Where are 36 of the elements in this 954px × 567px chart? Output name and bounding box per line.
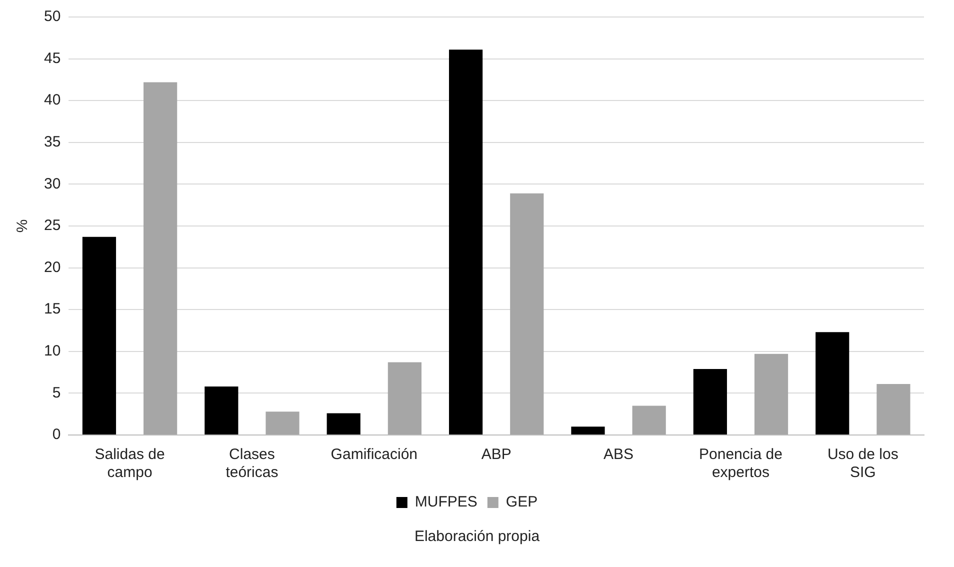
bar (82, 236, 116, 434)
x-tick-label: Clases teóricas (226, 446, 278, 482)
y-tick-label: 15 (44, 300, 61, 318)
y-tick-label: 45 (44, 50, 61, 67)
y-tick-label: 50 (44, 8, 61, 26)
y-tick-label: 35 (44, 134, 61, 151)
bar (448, 50, 483, 434)
x-tick-label: Uso de los SIG (827, 446, 898, 482)
y-tick-label: 25 (44, 217, 61, 234)
bar (510, 193, 544, 434)
bar (754, 354, 788, 434)
legend-label: MUFPES (414, 494, 478, 511)
x-tick-label: Gamificación (330, 446, 418, 464)
x-tick-label: Salidas de campo (94, 446, 165, 482)
bar (326, 413, 360, 434)
bar (816, 332, 850, 434)
text: Elaboración propia (413, 528, 541, 545)
x-tick-label: ABP (481, 446, 512, 464)
x-tick-label: ABS (604, 446, 634, 464)
y-tick-label: 20 (44, 258, 61, 276)
bar (632, 406, 666, 434)
bar (693, 368, 727, 434)
x-tick-label: Ponencia de expertos (699, 446, 782, 482)
bar (204, 386, 238, 434)
y-tick-label: 0 (52, 426, 61, 444)
legend-label: GEP (506, 494, 538, 511)
y-tick-label: 10 (44, 342, 61, 360)
bar (266, 412, 300, 434)
bar (876, 384, 910, 434)
y-tick-label: 30 (44, 175, 61, 192)
y-axis-title: % (14, 219, 32, 233)
y-tick-label: 5 (52, 384, 61, 402)
bar (388, 362, 422, 434)
y-tick-label: 40 (44, 92, 61, 109)
bar (144, 82, 178, 434)
bar (571, 426, 605, 434)
